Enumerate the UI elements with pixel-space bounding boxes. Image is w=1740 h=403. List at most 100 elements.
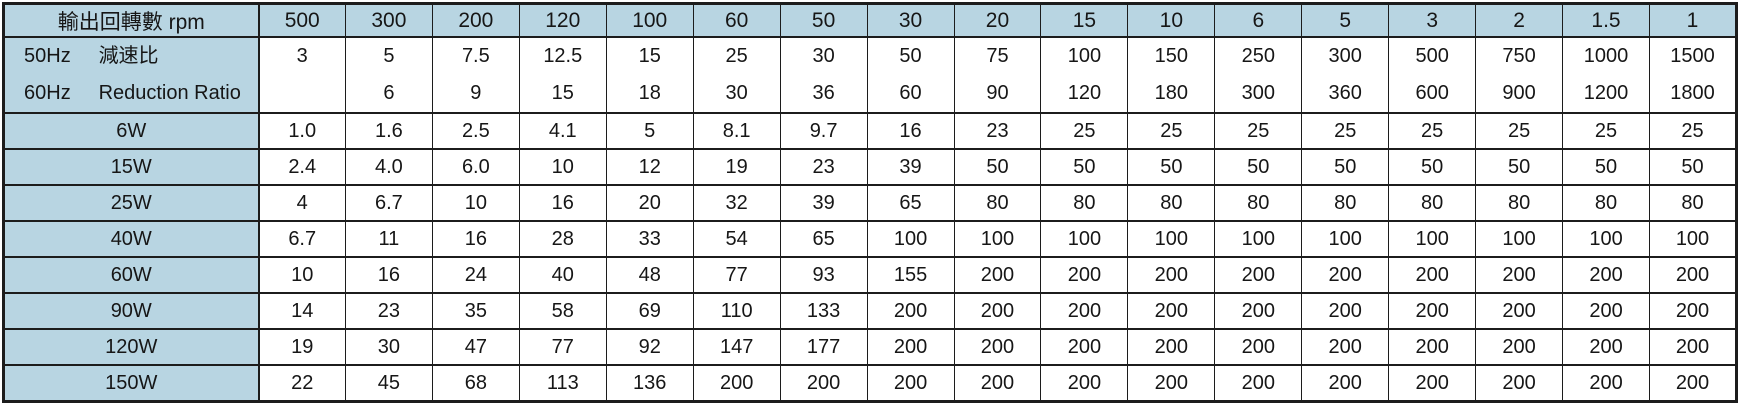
value-cell: 23 — [953, 112, 1042, 150]
value-cell: 200 — [1388, 256, 1477, 294]
ratio-cell-col-10: 150 180 — [1127, 36, 1216, 114]
ratio-value-60hz: 300 — [1241, 82, 1275, 104]
value-cell: 47 — [431, 328, 520, 366]
ratio-cell-col-50: 30 36 — [779, 36, 868, 114]
power-row-25w: 25W 4 6.7 10 16 20 32 39 65 80 80 80 80 80 80 80 80 80 — [3, 184, 1737, 222]
power-row-label: 120W — [3, 328, 260, 366]
value-cell: 200 — [1475, 292, 1564, 330]
header-cell-rpm-50: 50 — [779, 2, 868, 38]
value-cell: 200 — [1127, 256, 1216, 294]
ratio-cell-col-200: 7.5 9 — [431, 36, 520, 114]
ratio-value-50hz: 3 — [296, 45, 308, 67]
table-body: 50Hz 減速比 60Hz Reduction Ratio 3 5 6 7.5 9 12.… — [3, 36, 1737, 403]
value-cell: 200 — [1475, 256, 1564, 294]
value-cell: 19 — [692, 148, 781, 186]
value-cell: 200 — [1562, 256, 1650, 294]
value-cell: 25 — [1040, 112, 1129, 150]
value-cell: 177 — [779, 328, 868, 366]
value-cell: 100 — [1475, 220, 1564, 258]
power-row-label: 25W — [3, 184, 260, 222]
ratio-value-60hz — [260, 75, 345, 111]
ratio-value-50hz: 15 — [638, 45, 661, 67]
value-cell: 80 — [1301, 184, 1390, 222]
value-cell: 50 — [1388, 148, 1477, 186]
value-cell: 68 — [431, 364, 520, 403]
value-cell: 100 — [953, 220, 1042, 258]
power-row-label: 150W — [3, 364, 260, 403]
value-cell: 80 — [1127, 184, 1216, 222]
value-cell: 10 — [518, 148, 607, 186]
value-cell: 200 — [1388, 328, 1477, 366]
header-cell-rpm-200: 200 — [431, 2, 520, 38]
value-cell: 16 — [518, 184, 607, 222]
value-cell: 92 — [605, 328, 694, 366]
ratio-name-chinese: 減速比 — [98, 45, 159, 67]
value-cell: 16 — [431, 220, 520, 258]
value-cell: 200 — [866, 364, 955, 403]
header-cell-rpm-120: 120 — [518, 2, 607, 38]
value-cell: 100 — [1388, 220, 1477, 258]
value-cell: 4.0 — [344, 148, 433, 186]
reduction-ratio-row-label: 50Hz 減速比 60Hz Reduction Ratio — [3, 36, 260, 114]
value-cell: 25 — [1649, 112, 1737, 150]
ratio-value-60hz: 9 — [470, 82, 482, 104]
value-cell: 50 — [1127, 148, 1216, 186]
ratio-value-50hz: 300 — [1328, 45, 1362, 67]
value-cell: 1.0 — [258, 112, 346, 150]
header-cell-rpm-15: 15 — [1040, 2, 1129, 38]
value-cell: 200 — [953, 292, 1042, 330]
value-cell: 65 — [779, 220, 868, 258]
value-cell: 200 — [953, 256, 1042, 294]
value-cell: 200 — [1649, 256, 1737, 294]
value-cell: 200 — [866, 328, 955, 366]
ratio-value-50hz: 75 — [986, 45, 1009, 67]
ratio-label-line-60hz: 60Hz Reduction Ratio — [5, 75, 257, 111]
value-cell: 80 — [1040, 184, 1129, 222]
ratio-value-50hz: 500 — [1415, 45, 1449, 67]
value-cell: 80 — [1388, 184, 1477, 222]
ratio-value-50hz: 750 — [1502, 45, 1536, 67]
value-cell: 200 — [779, 364, 868, 403]
value-cell: 80 — [1562, 184, 1650, 222]
value-cell: 20 — [605, 184, 694, 222]
ratio-value-60hz: 1800 — [1670, 82, 1715, 104]
ratio-cell-col-2: 750 900 — [1475, 36, 1564, 114]
value-cell: 23 — [779, 148, 868, 186]
value-cell: 200 — [953, 364, 1042, 403]
header-cell-rpm-5: 5 — [1301, 2, 1390, 38]
header-cell-rpm-3: 3 — [1388, 2, 1477, 38]
value-cell: 133 — [779, 292, 868, 330]
ratio-value-50hz: 250 — [1241, 45, 1275, 67]
value-cell: 200 — [1475, 364, 1564, 403]
value-cell: 80 — [1475, 184, 1564, 222]
value-cell: 200 — [1214, 364, 1303, 403]
header-cell-rpm-20: 20 — [953, 2, 1042, 38]
value-cell: 100 — [1562, 220, 1650, 258]
value-cell: 28 — [518, 220, 607, 258]
value-cell: 35 — [431, 292, 520, 330]
ratio-value-60hz: 600 — [1415, 82, 1449, 104]
value-cell: 100 — [1649, 220, 1737, 258]
value-cell: 10 — [258, 256, 346, 294]
value-cell: 200 — [1301, 364, 1390, 403]
ratio-value-60hz: 18 — [638, 82, 661, 104]
power-row-label: 6W — [3, 112, 260, 150]
value-cell: 136 — [605, 364, 694, 403]
value-cell: 100 — [1301, 220, 1390, 258]
value-cell: 69 — [605, 292, 694, 330]
power-row-150w: 150W 22 45 68 113 136 200 200 200 200 200 200 200 200… — [3, 364, 1737, 403]
value-cell: 50 — [1301, 148, 1390, 186]
ratio-value-60hz: 36 — [812, 82, 835, 104]
value-cell: 77 — [692, 256, 781, 294]
ratio-value-50hz: 30 — [812, 45, 835, 67]
value-cell: 24 — [431, 256, 520, 294]
value-cell: 200 — [1475, 328, 1564, 366]
value-cell: 40 — [518, 256, 607, 294]
power-row-60w: 60W 10 16 24 40 48 77 93 155 200 200 200 200 200 200 20… — [3, 256, 1737, 294]
ratio-cell-col-60: 25 30 — [692, 36, 781, 114]
header-cell-rpm-300: 300 — [344, 2, 433, 38]
power-row-label: 90W — [3, 292, 260, 330]
value-cell: 6.7 — [258, 220, 346, 258]
value-cell: 25 — [1301, 112, 1390, 150]
